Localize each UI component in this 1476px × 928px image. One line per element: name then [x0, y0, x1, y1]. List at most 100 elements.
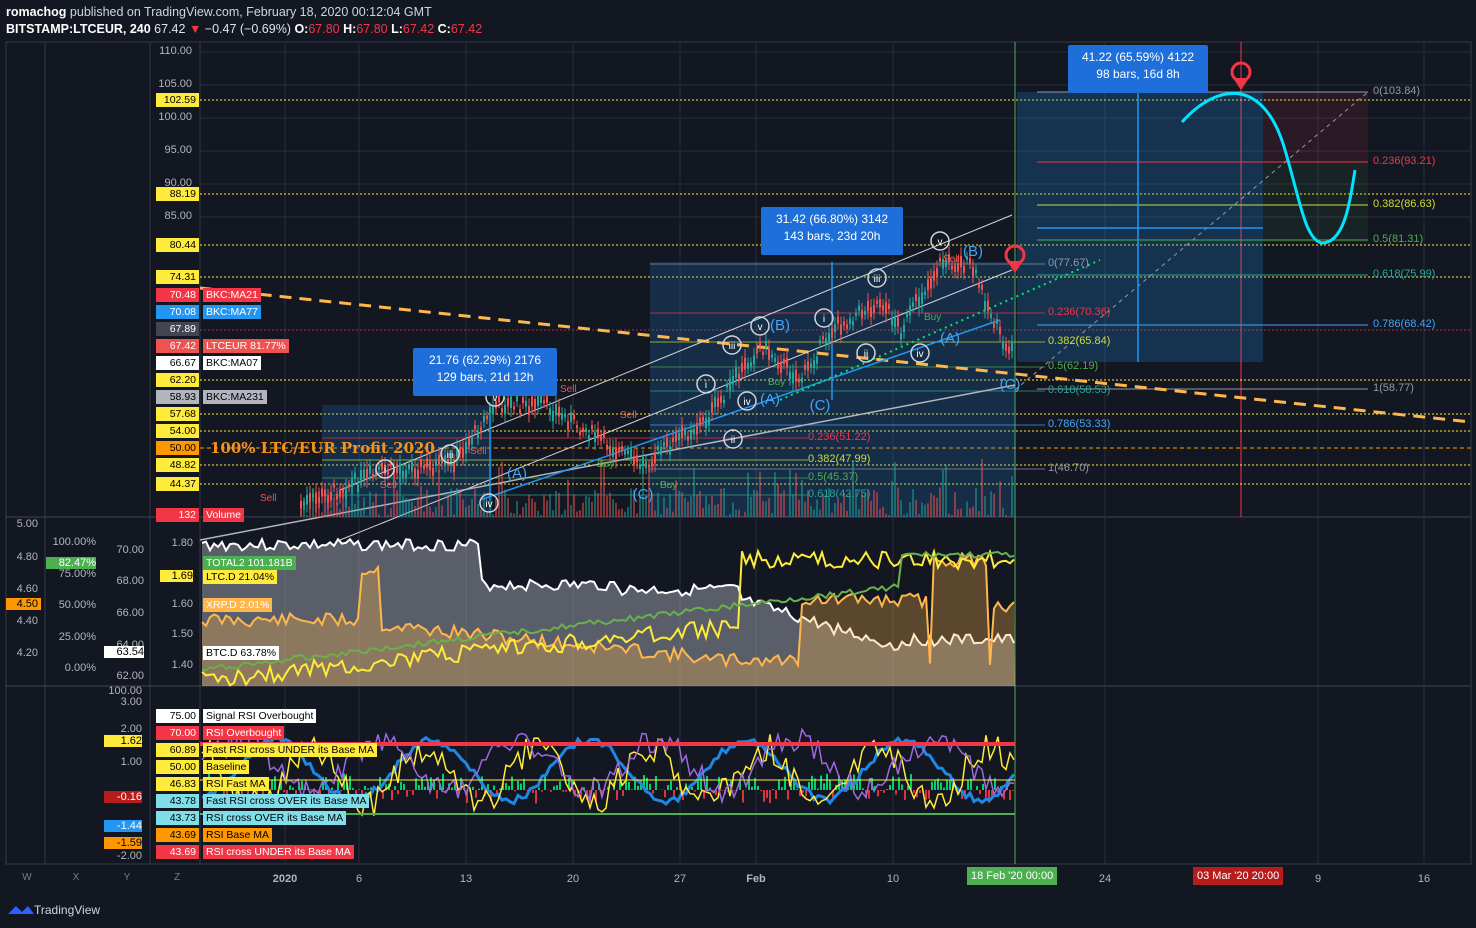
svg-text:iv: iv [485, 499, 492, 510]
rsi-axis-label: 100.00 [108, 685, 142, 697]
indicator-label: BKC:MA231 [203, 390, 267, 404]
rsi-series-label: Baseline [203, 760, 250, 774]
sell-signal-label: Sell [560, 384, 577, 395]
time-axis-label: 16 [1417, 873, 1431, 885]
measure-line-1: 41.22 (65.59%) 4122 [1081, 50, 1195, 64]
price-tag: 48.82 [156, 458, 199, 472]
scale-toggle-button[interactable]: X [72, 872, 80, 883]
corrective-wave-label: (B) [770, 317, 790, 334]
rsi-axis-label: 2.00 [120, 723, 142, 735]
pane2-pct-label: 0.00% [64, 662, 96, 674]
rsi-series-label: Fast RSI cross OVER its Base MA [203, 794, 370, 808]
pane2-pct-label: 100.00% [52, 536, 96, 548]
measure-info-box[interactable]: 31.42 (66.80%) 3142 143 bars, 23d 20h [761, 207, 903, 255]
svg-text:i: i [705, 380, 707, 391]
corrective-wave-label: (C) [633, 486, 654, 503]
time-axis-label: 27 [673, 873, 687, 885]
time-axis-label: Feb [746, 873, 766, 885]
scale-toggle-button[interactable]: W [22, 872, 32, 883]
price-tag: 57.68 [156, 407, 199, 421]
rsi-series-label: RSI Overbought [203, 726, 285, 740]
rsi-series-label: RSI Base MA [203, 828, 273, 842]
pane2-right-label: 1.69 [160, 570, 193, 582]
pane2-right-label: 1.40 [171, 659, 193, 671]
cursor-time-badge: 03 Mar '20 20:00 [1193, 867, 1284, 885]
fib-level-label: 0.786(53.33) [1048, 418, 1111, 430]
rsi-value-tag: 60.89 [156, 743, 199, 757]
wave-label-icon: iii [867, 268, 887, 288]
svg-text:iv: iv [743, 397, 750, 408]
price-tag: 44.37 [156, 477, 199, 491]
price-tag: 67.42 [156, 339, 199, 353]
time-axis-label: 9 [1314, 873, 1322, 885]
pane2-pct-label: 50.00% [58, 599, 96, 611]
measure-info-box[interactable]: 41.22 (65.59%) 4122 98 bars, 16d 8h [1068, 45, 1208, 93]
scale-toggle-button[interactable]: Y [123, 872, 131, 883]
rsi-value-tag: 43.69 [156, 845, 199, 859]
svg-text:iii: iii [729, 341, 736, 352]
price-axis-label: 105.00 [158, 78, 192, 90]
buy-signal-label: Buy [924, 312, 941, 323]
price-axis-label: 90.00 [164, 177, 192, 189]
rsi-value-tag: 50.00 [156, 760, 199, 774]
rsi-series-label: Fast RSI cross UNDER its Base MA [203, 743, 378, 757]
current-time-badge: 18 Feb '20 00:00 [967, 867, 1058, 885]
svg-text:iii: iii [874, 274, 881, 285]
buy-signal-label: Buy [660, 480, 677, 491]
rsi-series-label: RSI Fast MA [203, 777, 269, 791]
fib-level-label: 1(58.77) [1373, 382, 1414, 394]
footer-brand[interactable]: TradingView [34, 903, 101, 917]
pane2-mid-label: 62.00 [116, 670, 144, 682]
pane2-mid-label: 63.54 [104, 646, 144, 658]
price-tag: 80.44 [156, 238, 199, 252]
fib-level-label: 0.382(65.84) [1048, 335, 1111, 347]
target-marker-icon [1230, 61, 1252, 90]
measure-info-box[interactable]: 21.76 (62.29%) 2176 129 bars, 21d 12h [413, 348, 557, 396]
fib-level-label: 0.618(42.75) [808, 488, 871, 500]
corrective-wave-label: (A) [760, 391, 780, 408]
pane2-series-label: BTC.D 63.78% [203, 646, 280, 660]
fib-level-label: 0.5(62.19) [1048, 360, 1099, 372]
pane2-right-label: 1.60 [171, 598, 193, 610]
rsi-value-tag: 70.00 [156, 726, 199, 740]
fib-level-label: 0.5(45.37) [808, 471, 859, 483]
symbol-ohlc: BITSTAMP:LTCEUR, 240 67.42 ▼ −0.47 (−0.6… [6, 22, 483, 36]
rsi-value-tag: 75.00 [156, 709, 199, 723]
rsi-axis-label: -2.00 [116, 850, 142, 862]
fib-level-label: 0.236(51.22) [808, 431, 871, 443]
svg-text:i: i [823, 314, 825, 325]
wave-label-icon: iv [479, 493, 499, 513]
svg-text:ii: ii [731, 435, 735, 446]
scale-toggle-button[interactable]: Z [173, 872, 181, 883]
price-tag: 62.20 [156, 373, 199, 387]
wave-label-icon: i [814, 308, 834, 328]
price-axis-label: 110.00 [159, 45, 192, 57]
price-tag: 67.89 [156, 322, 199, 336]
price-change: −0.47 (−0.69%) [204, 22, 291, 36]
pane2-axis-label: 4.40 [16, 615, 38, 627]
rsi-series-label: RSI cross UNDER its Base MA [203, 845, 354, 859]
fib-level-label: 0.786(68.42) [1373, 318, 1436, 330]
svg-text:v: v [493, 393, 498, 404]
rsi-value-tag: 43.73 [156, 811, 199, 825]
fib-level-label: 0(77.67) [1048, 257, 1089, 269]
pane2-series-label: XRP.D 2.01% [203, 598, 273, 612]
sell-signal-label: Sell [260, 493, 277, 504]
price-tag: 54.00 [156, 424, 199, 438]
wave-label-icon: v [930, 231, 950, 251]
measure-line-2: 129 bars, 21d 12h [436, 370, 534, 384]
price-axis-label: 100.00 [158, 111, 192, 123]
fib-level-label: 0.382(47.99) [808, 453, 871, 465]
tradingview-logo-icon [8, 906, 34, 914]
rsi-series-label: Signal RSI Overbought [203, 709, 317, 723]
dominance-pane [201, 536, 1015, 687]
symbol-name[interactable]: BITSTAMP:LTCEUR, 240 [6, 22, 151, 36]
chart-title-text: 100% LTC/EUR Profit 2020 [210, 439, 435, 457]
pane2-mid-label: 70.00 [116, 544, 144, 556]
fib-level-label: 0.618(75.99) [1373, 268, 1436, 280]
pane2-axis-label: 4.20 [16, 647, 38, 659]
fib-level-label: 0.382(86.63) [1373, 198, 1436, 210]
measure-line-2: 143 bars, 23d 20h [783, 229, 881, 243]
rsi-value-tag: 43.78 [156, 794, 199, 808]
rsi-axis-label: 1.00 [120, 756, 142, 768]
